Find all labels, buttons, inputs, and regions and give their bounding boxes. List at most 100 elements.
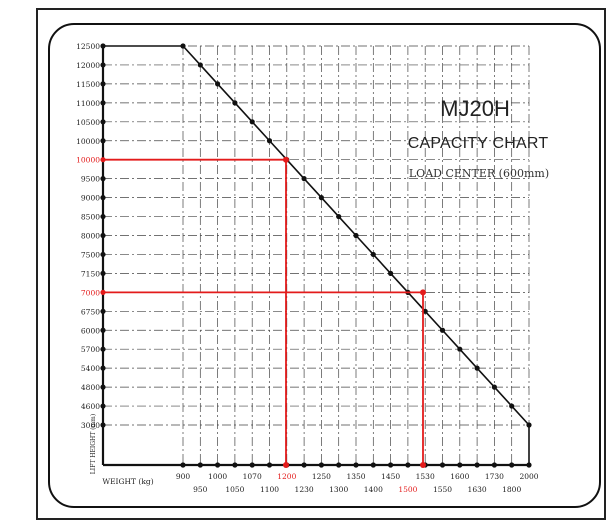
y-tick-dot: [100, 346, 106, 352]
y-tick-label: 8500: [81, 213, 100, 222]
y-tick-dot: [100, 422, 106, 428]
curve-point: [249, 119, 255, 125]
x-tick-dot: [249, 462, 255, 468]
x-tick-dot: [301, 462, 307, 468]
chart-frame: [48, 23, 601, 508]
x-tick-dot: [266, 462, 273, 468]
x-tick-label-lower: 1230: [295, 485, 314, 494]
x-tick-label-upper: 900: [176, 472, 191, 481]
x-tick-label-upper: 1450: [381, 472, 400, 481]
curve-point: [388, 270, 394, 276]
y-tick-dot: [100, 100, 106, 106]
highlight-axis-dot-1: [283, 462, 289, 468]
curve-point: [457, 346, 463, 352]
load-center-note: LOAD CENTER (600mm): [408, 167, 550, 180]
y-axis-title: LIFT HEIGHT (mm): [90, 414, 97, 474]
x-tick-dot: [232, 462, 238, 468]
x-tick-dot: [405, 462, 411, 468]
x-tick-label-lower: 1300: [329, 485, 348, 494]
x-tick-label-lower: 1050: [225, 485, 244, 494]
curve-point: [370, 251, 376, 258]
y-tick-label: 10500: [76, 118, 100, 127]
y-tick-dot: [100, 232, 106, 239]
y-tick-dot: [100, 327, 106, 333]
x-tick-label-lower: 1100: [260, 485, 279, 494]
y-tick-dot: [100, 176, 106, 182]
y-tick-label: 10000: [76, 137, 100, 146]
x-tick-dot: [491, 462, 497, 468]
x-tick-label-upper: 1250: [312, 472, 331, 481]
chart-title: MJ20H: [440, 96, 510, 121]
curve-point: [266, 138, 273, 144]
curve-point: [318, 195, 324, 201]
y-tick-label: 11000: [76, 99, 100, 108]
y-tick-label: 12000: [76, 61, 100, 70]
x-tick-label-upper: 1530: [416, 472, 435, 481]
capacity-curve: [103, 45, 530, 426]
y-tick-dot: [100, 365, 106, 371]
x-tick-dot: [509, 462, 515, 468]
x-tick-label-upper: 1200: [277, 472, 296, 481]
y-tick-label: 6750: [81, 307, 100, 316]
y-tick-label: 8000: [81, 232, 100, 241]
y-tick-dot: [100, 403, 106, 409]
x-tick-label-lower: 1630: [468, 485, 487, 494]
curve-point: [336, 213, 342, 220]
curve-point: [215, 81, 221, 87]
x-tick-label-lower: 1550: [433, 485, 452, 494]
curve-point: [422, 308, 428, 314]
x-tick-label-upper: 1730: [485, 472, 504, 481]
y-tick-label: 7000: [81, 288, 100, 297]
x-tick-dot: [388, 462, 394, 468]
y-tick-label: 10000: [76, 156, 100, 165]
x-tick-label-lower: 1800: [502, 485, 521, 494]
x-tick-label-upper: 1350: [346, 472, 365, 481]
y-tick-label: 4800: [81, 383, 100, 392]
y-tick-label: 12500: [76, 42, 100, 51]
x-tick-dot: [457, 462, 463, 468]
x-tick-label-lower: 950: [193, 485, 208, 494]
curve-point: [197, 62, 203, 68]
y-tick-label: 3000: [81, 421, 100, 430]
curve-point: [353, 232, 359, 239]
y-tick-label: 7150: [81, 269, 100, 278]
x-tick-label-upper: 1070: [243, 472, 262, 481]
x-tick-dot: [353, 462, 359, 468]
y-tick-dot: [100, 62, 106, 68]
chart-subtitle: CAPACITY CHART: [407, 135, 549, 152]
curve-point: [491, 384, 497, 390]
y-tick-label: 5700: [81, 345, 100, 354]
x-tick-label-lower: 1500: [398, 485, 417, 494]
curve-point: [509, 403, 515, 409]
x-tick-label-upper: 1600: [450, 472, 469, 481]
curve-point: [301, 176, 307, 182]
y-tick-dot: [100, 119, 106, 125]
curve-point: [474, 365, 480, 371]
curve-point: [439, 327, 446, 333]
curve-point: [180, 43, 186, 49]
highlight-point-2: [420, 289, 426, 296]
x-tick-dot: [474, 462, 480, 468]
y-tick-dot: [100, 251, 106, 258]
y-tick-label: 4600: [81, 402, 100, 411]
x-tick-dot: [439, 462, 446, 468]
curve-point: [232, 100, 238, 106]
y-tick-label: 9500: [81, 175, 100, 184]
outer-frame: [36, 8, 606, 520]
x-tick-dot: [370, 462, 376, 468]
highlight-axis-dot-2: [420, 462, 426, 468]
y-tick-dot: [100, 308, 106, 314]
highlight-point-1: [283, 156, 289, 163]
x-tick-dot: [180, 462, 186, 468]
x-tick-label-upper: 1000: [208, 472, 227, 481]
x-tick-dot: [215, 462, 221, 468]
x-tick-label-lower: 1400: [364, 485, 383, 494]
y-tick-label: 6000: [81, 326, 100, 335]
y-tick-dot: [100, 195, 106, 201]
y-tick-label: 5400: [81, 364, 100, 373]
x-tick-dot: [336, 462, 342, 468]
y-tick-dot: [100, 213, 106, 220]
y-tick-dot: [100, 81, 106, 87]
x-tick-dot: [318, 462, 324, 468]
